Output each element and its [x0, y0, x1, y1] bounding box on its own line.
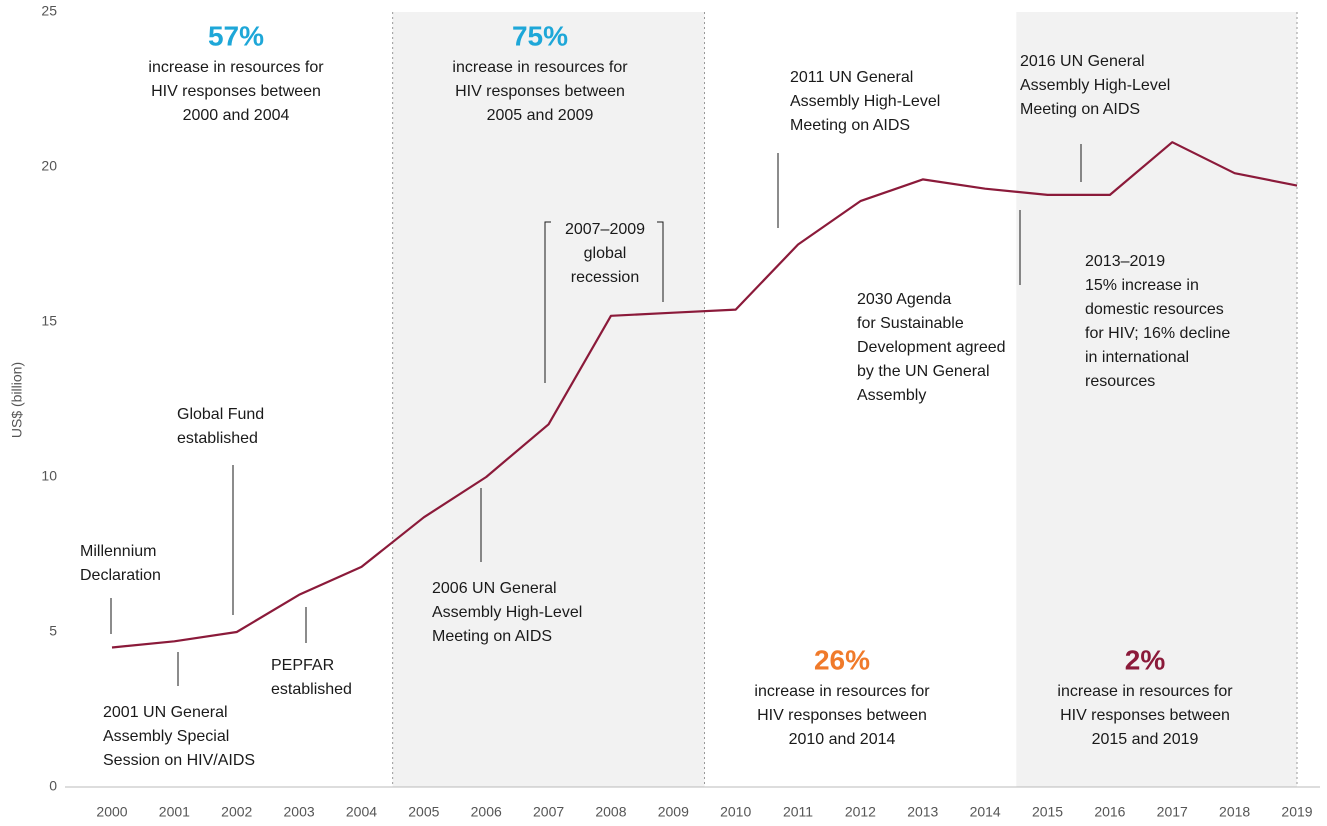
- highlight-text: increase in resources for: [148, 59, 324, 76]
- annotation-text: Session on HIV/AIDS: [103, 752, 255, 769]
- annotation-text: 2030 Agenda: [857, 291, 951, 308]
- annotation-text: for Sustainable: [857, 315, 964, 332]
- annotation-text: recession: [571, 269, 639, 286]
- highlight-text: 2000 and 2004: [183, 107, 290, 124]
- x-tick-label: 2003: [284, 804, 315, 820]
- x-tick-label: 2017: [1157, 804, 1188, 820]
- annotation-text: Meeting on AIDS: [1020, 101, 1140, 118]
- annotation-text: in international: [1085, 349, 1189, 366]
- shaded-period: [392, 12, 705, 787]
- annotation-text: Declaration: [80, 567, 161, 584]
- annotation-text: 15% increase in: [1085, 277, 1199, 294]
- x-tick-label: 2005: [408, 804, 439, 820]
- highlight-text: 2010 and 2014: [789, 731, 896, 748]
- x-tick-label: 2015: [1032, 804, 1063, 820]
- annotation-text: 2016 UN General: [1020, 53, 1145, 70]
- highlight-text: increase in resources for: [754, 683, 930, 700]
- highlight-text: 2005 and 2009: [487, 107, 594, 124]
- x-tick-label: 2013: [907, 804, 938, 820]
- shaded-period: [1016, 12, 1297, 787]
- x-tick-label: 2016: [1094, 804, 1125, 820]
- x-tick-label: 2006: [471, 804, 502, 820]
- annotation-text: Assembly Special: [103, 728, 229, 745]
- y-tick-label: 10: [41, 468, 57, 484]
- annotation-text: Assembly High-Level: [1020, 77, 1170, 94]
- x-tick-label: 2012: [845, 804, 876, 820]
- y-tick-label: 20: [41, 158, 57, 174]
- y-axis-label: US$ (billion): [9, 362, 25, 438]
- x-tick-label: 2011: [783, 804, 813, 820]
- x-tick-label: 2004: [346, 804, 377, 820]
- annotation-text: Development agreed: [857, 339, 1006, 356]
- data-line: [111, 141, 1298, 649]
- x-tick-label: 2002: [221, 804, 252, 820]
- x-tick-label: 2007: [533, 804, 564, 820]
- highlight-text: HIV responses between: [1060, 707, 1230, 724]
- y-tick-label: 25: [41, 3, 57, 19]
- x-tick-label: 2010: [720, 804, 751, 820]
- annotation-text: Meeting on AIDS: [432, 628, 552, 645]
- x-tick-label: 2014: [970, 804, 1001, 820]
- annotation-text: Assembly High-Level: [790, 93, 940, 110]
- highlight-text: increase in resources for: [452, 59, 628, 76]
- annotation-text: established: [177, 430, 258, 447]
- annotation-text: Assembly: [857, 387, 926, 404]
- highlight-value: 75%: [512, 20, 568, 51]
- highlight-text: HIV responses between: [151, 83, 321, 100]
- annotation-text: Meeting on AIDS: [790, 117, 910, 134]
- annotation-text: 2013–2019: [1085, 253, 1165, 270]
- highlight-value: 26%: [814, 644, 870, 675]
- bracket: [657, 221, 664, 302]
- annotation-text: 2011 UN General: [790, 69, 913, 86]
- background-layer: [392, 12, 1298, 787]
- annotation-text: domestic resources: [1085, 301, 1224, 318]
- highlight-text: increase in resources for: [1057, 683, 1233, 700]
- y-tick-label: 0: [49, 778, 57, 794]
- annotation-text: for HIV; 16% decline: [1085, 325, 1230, 342]
- x-tick-label: 2009: [658, 804, 689, 820]
- annotation-text: PEPFAR: [271, 657, 334, 674]
- highlight-text: 2015 and 2019: [1092, 731, 1199, 748]
- x-tick-label: 2018: [1219, 804, 1250, 820]
- y-tick-label: 15: [41, 313, 57, 329]
- leader-lines: [110, 144, 1082, 686]
- x-tick-label: 2019: [1281, 804, 1312, 820]
- annotation-text: 2001 UN General: [103, 704, 228, 721]
- highlight-text: HIV responses between: [455, 83, 625, 100]
- annotation-text: established: [271, 681, 352, 698]
- annotation-text: global: [584, 245, 627, 262]
- highlight-value: 57%: [208, 20, 264, 51]
- annotation-text: Global Fund: [177, 406, 264, 423]
- annotation-text: by the UN General: [857, 363, 990, 380]
- annotation-text: 2006 UN General: [432, 580, 557, 597]
- annotation-text: 2007–2009: [565, 221, 645, 238]
- annotation-text: resources: [1085, 373, 1155, 390]
- annotation-text: Millennium: [80, 543, 156, 560]
- x-tick-label: 2008: [595, 804, 626, 820]
- highlight-text: HIV responses between: [757, 707, 927, 724]
- highlight-value: 2%: [1125, 644, 1166, 675]
- y-tick-label: 5: [49, 623, 57, 639]
- bracket: [544, 221, 551, 383]
- annotation-text: Assembly High-Level: [432, 604, 582, 621]
- x-tick-label: 2001: [159, 804, 190, 820]
- x-tick-label: 2000: [96, 804, 127, 820]
